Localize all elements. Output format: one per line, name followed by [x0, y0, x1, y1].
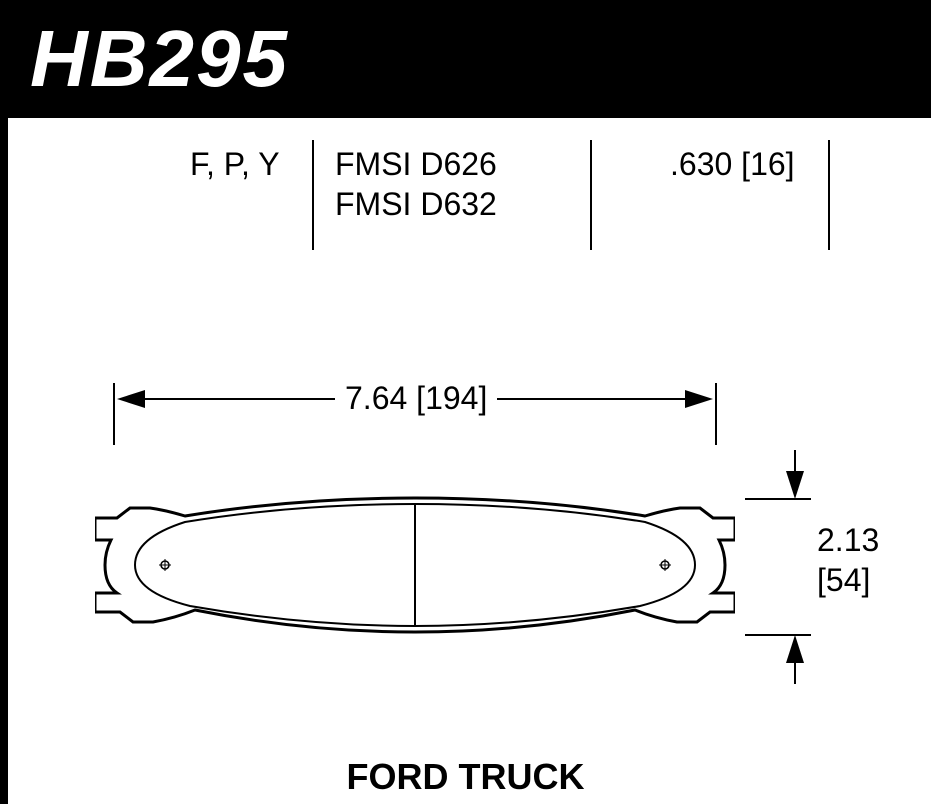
- stem-bottom: [794, 662, 796, 684]
- thickness-label: .630 [16]: [670, 146, 795, 183]
- height-in: 2.13: [817, 522, 879, 559]
- brake-pad-drawing: [95, 490, 735, 640]
- divider-1: [312, 140, 314, 250]
- width-mm: 194: [425, 380, 478, 416]
- fmsi-1: FMSI D626: [335, 146, 497, 183]
- arrow-down-top: [786, 471, 804, 499]
- header-bar: HB295: [0, 0, 931, 118]
- info-row: F, P, Y FMSI D626 FMSI D632 .630 [16]: [0, 140, 931, 260]
- fmsi-2: FMSI D632: [335, 186, 497, 223]
- width-in: 7.64: [345, 380, 407, 416]
- application-label: FORD TRUCK: [0, 756, 931, 798]
- width-text: 7.64 [194]: [335, 380, 497, 417]
- compounds-label: F, P, Y: [190, 146, 280, 183]
- pad-svg: [95, 490, 735, 640]
- divider-2: [590, 140, 592, 250]
- stem-top: [794, 450, 796, 472]
- width-dimension: 7.64 [194]: [0, 370, 775, 430]
- height-mm-wrap: [54]: [817, 562, 870, 599]
- arrow-right: [685, 390, 713, 408]
- height-mm: 54: [826, 562, 862, 598]
- divider-3: [828, 140, 830, 250]
- height-dimension: 2.13 [54]: [775, 470, 931, 670]
- arrow-up-bottom: [786, 635, 804, 663]
- ext-line-right: [715, 383, 717, 445]
- ext-line-left: [113, 383, 115, 445]
- part-number: HB295: [30, 13, 289, 105]
